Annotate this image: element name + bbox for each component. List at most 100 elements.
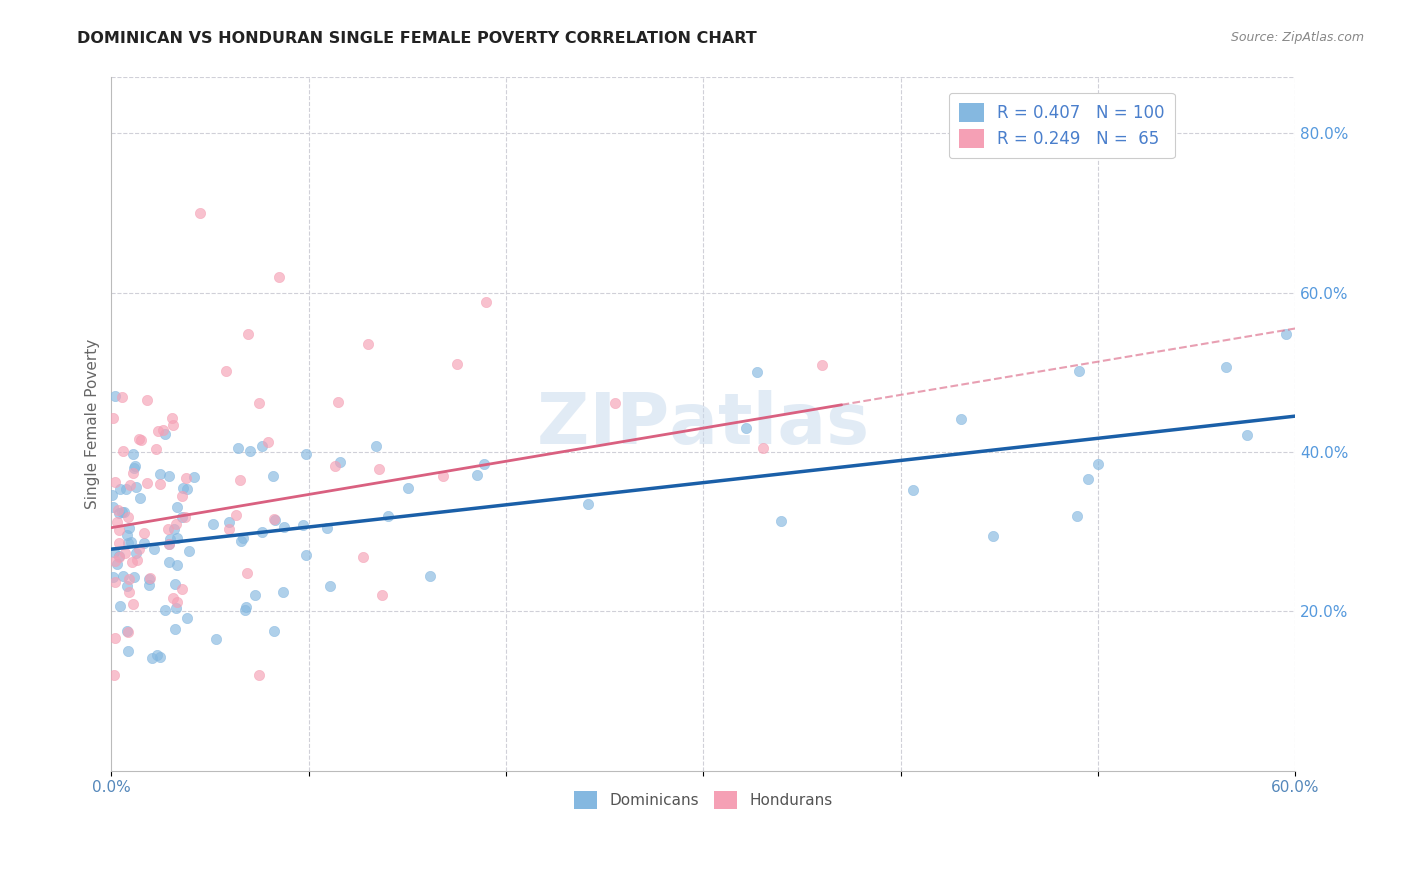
Point xyxy=(146,424,169,438)
Point xyxy=(166,595,188,609)
Point xyxy=(128,542,150,557)
Point xyxy=(122,461,145,475)
Point xyxy=(128,432,150,446)
Point xyxy=(273,520,295,534)
Point xyxy=(103,411,125,425)
Point xyxy=(603,396,626,410)
Point xyxy=(107,549,129,564)
Point xyxy=(229,473,252,487)
Point xyxy=(162,411,184,425)
Point xyxy=(1087,458,1109,472)
Point xyxy=(371,588,394,602)
Point xyxy=(115,579,138,593)
Point xyxy=(125,480,148,494)
Point xyxy=(172,481,194,495)
Point xyxy=(139,571,162,585)
Point xyxy=(115,624,138,638)
Point xyxy=(475,294,498,309)
Point xyxy=(156,522,179,536)
Point xyxy=(396,481,419,495)
Point xyxy=(157,537,180,551)
Point xyxy=(981,529,1004,543)
Point xyxy=(176,610,198,624)
Point xyxy=(166,531,188,545)
Point xyxy=(157,468,180,483)
Point xyxy=(1274,327,1296,342)
Point xyxy=(218,516,240,530)
Point xyxy=(145,442,167,457)
Point xyxy=(357,337,380,351)
Point xyxy=(239,444,262,458)
Point xyxy=(1236,428,1258,442)
Point xyxy=(134,536,156,550)
Point xyxy=(225,508,247,522)
Point xyxy=(107,503,129,517)
Point xyxy=(235,600,257,615)
Point xyxy=(250,439,273,453)
Point xyxy=(247,396,270,410)
Point xyxy=(165,601,187,615)
Point xyxy=(163,577,186,591)
Point xyxy=(136,393,159,408)
Point xyxy=(107,536,129,550)
Point xyxy=(202,516,225,531)
Point xyxy=(257,435,280,450)
Point xyxy=(165,517,187,532)
Point xyxy=(114,546,136,560)
Y-axis label: Single Female Poverty: Single Female Poverty xyxy=(86,339,100,509)
Point xyxy=(366,439,388,453)
Point xyxy=(269,269,291,284)
Point xyxy=(122,447,145,461)
Point xyxy=(170,489,193,503)
Point xyxy=(141,651,163,665)
Point xyxy=(263,513,285,527)
Point xyxy=(328,455,350,469)
Point xyxy=(108,549,131,563)
Point xyxy=(165,622,187,636)
Point xyxy=(104,475,127,489)
Point xyxy=(352,550,374,565)
Point xyxy=(747,364,769,378)
Point xyxy=(465,467,488,482)
Text: Source: ZipAtlas.com: Source: ZipAtlas.com xyxy=(1230,31,1364,45)
Point xyxy=(122,597,145,611)
Point xyxy=(263,624,285,639)
Point xyxy=(111,390,134,404)
Point xyxy=(118,572,141,586)
Point xyxy=(120,534,142,549)
Point xyxy=(104,632,127,646)
Point xyxy=(323,458,346,473)
Point xyxy=(174,470,197,484)
Point xyxy=(316,521,339,535)
Point xyxy=(115,483,138,497)
Point xyxy=(162,591,184,605)
Point xyxy=(263,511,285,525)
Point xyxy=(131,433,153,447)
Point xyxy=(418,568,440,582)
Point xyxy=(1215,359,1237,374)
Point xyxy=(294,447,316,461)
Point xyxy=(128,491,150,505)
Point xyxy=(138,578,160,592)
Point xyxy=(177,544,200,558)
Point xyxy=(949,412,972,426)
Point xyxy=(132,525,155,540)
Point xyxy=(188,206,211,220)
Point xyxy=(811,358,834,372)
Point xyxy=(218,522,240,536)
Point xyxy=(103,570,125,584)
Point xyxy=(125,546,148,560)
Point xyxy=(751,442,773,456)
Point xyxy=(172,582,194,596)
Point xyxy=(1077,472,1099,486)
Point xyxy=(204,632,226,646)
Point xyxy=(142,541,165,556)
Point xyxy=(146,648,169,662)
Point xyxy=(138,572,160,586)
Point xyxy=(162,418,184,433)
Point xyxy=(117,643,139,657)
Point xyxy=(111,569,134,583)
Point xyxy=(103,668,125,682)
Point xyxy=(114,505,136,519)
Point xyxy=(104,389,127,403)
